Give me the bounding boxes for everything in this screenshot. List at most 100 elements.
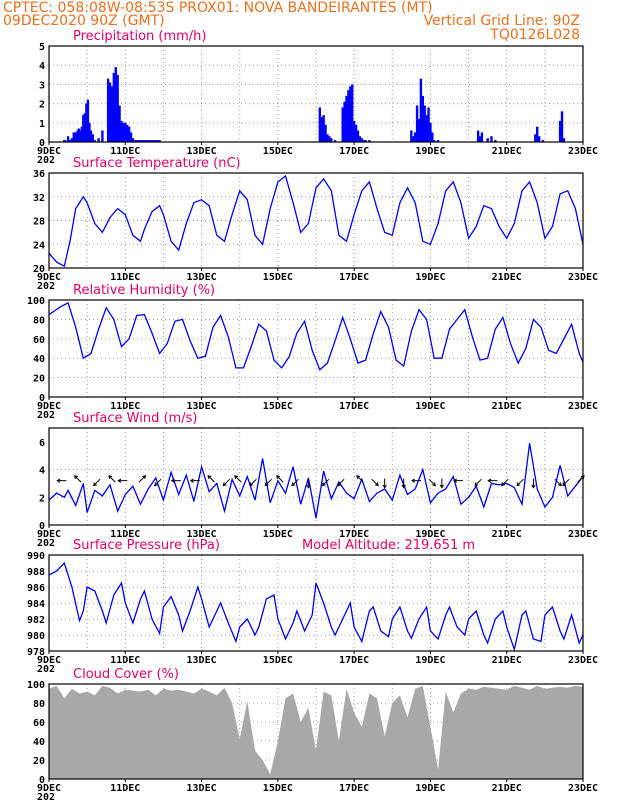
precip-bar (421, 95, 424, 142)
panel-rh: 0 20 40 60 80 100 9DEC 11DEC 13DEC 15DEC 17DEC 19DE… (27, 283, 598, 421)
wind-arrow (170, 478, 181, 483)
precip-bar (108, 82, 112, 142)
precip-bar (116, 74, 119, 142)
y-tick-label: 60 (33, 335, 45, 346)
precip-bar (122, 122, 125, 142)
y-tick-label: 5 (39, 42, 45, 53)
y-tick-label: 990 (27, 551, 45, 562)
panel-frame (48, 172, 584, 269)
x-tick-label: 21DEC (492, 272, 522, 283)
header-model-code: TQ0126L028 (489, 27, 580, 43)
precip-bar (324, 124, 327, 142)
x-tick-label: 15DEC (263, 783, 293, 794)
wind-arrow (337, 478, 345, 487)
precip-bar (480, 132, 484, 142)
wind-arrow-head (337, 482, 342, 487)
precip-bar (476, 130, 480, 142)
y-tick-label: 100 (27, 680, 45, 691)
x-tick-label: 11DEC (110, 272, 140, 283)
precip-bar (77, 128, 80, 142)
precip-bar (141, 140, 144, 142)
wind-arrow-head (411, 478, 416, 483)
y-tick-label: 28 (33, 217, 45, 228)
wind-arrow-head (207, 475, 212, 480)
panel-frame (48, 299, 584, 398)
wind-arrow-shaft (562, 478, 570, 486)
wind-arrow-shaft (291, 478, 299, 486)
x-tick-label: 9DEC (37, 272, 61, 283)
precip-bar (419, 78, 423, 142)
wind-arrow (452, 478, 464, 483)
x-tick-label: 19DEC (415, 783, 445, 794)
wind-arrow-shaft (428, 478, 436, 486)
precip-bar (486, 138, 489, 142)
y-tick-label: 0 (39, 393, 45, 404)
pres-line (48, 561, 584, 652)
wind-arrow (531, 478, 536, 489)
panel-precip: 0 1 2 3 4 5 9DEC 11DEC 13DEC 15DEC 17DEC 19DEC 21DEC… (37, 29, 598, 166)
wind-arrow-head (516, 482, 521, 487)
precip-bar (415, 105, 419, 142)
wind-arrow (428, 478, 436, 487)
precip-bar (91, 134, 95, 142)
precip-bar (433, 140, 436, 142)
precip-bar (354, 124, 358, 142)
precip-bar (135, 140, 138, 142)
precip-bar (146, 140, 150, 142)
temp-line (48, 174, 584, 268)
precip-bar (425, 115, 428, 142)
meteogram-panels: 0 1 2 3 4 5 9DEC 11DEC 13DEC 15DEC 17DEC 19DEC 21DEC… (27, 29, 598, 800)
y-tick-label: 1 (39, 119, 45, 130)
precip-bar (429, 122, 432, 142)
x-tick-label: 17DEC (339, 655, 369, 666)
x-year-label: 202 (37, 664, 55, 675)
precip-bar (158, 140, 161, 142)
precip-bar (358, 136, 362, 142)
y-tick-label: 24 (33, 240, 45, 251)
wind-arrow-shaft (207, 475, 215, 483)
wind-arrow-shaft (249, 478, 257, 486)
y-tick-label: 2 (39, 100, 45, 111)
cloud-cover-area (49, 685, 583, 779)
wind-arrow (56, 478, 67, 483)
wind-arrow-shaft (264, 478, 273, 486)
precip-bar (360, 138, 363, 142)
x-tick-label: 13DEC (187, 272, 217, 283)
precip-bar (156, 140, 159, 142)
x-year-label: 202 (37, 155, 55, 166)
x-year-label: 202 (37, 281, 55, 292)
precip-bar (143, 140, 146, 142)
wind-arrow (154, 478, 162, 487)
precip-bar (133, 140, 137, 142)
precip-bar (341, 107, 344, 142)
precip-bar (74, 132, 77, 142)
precip-bar (537, 136, 541, 142)
precip-bar (560, 111, 564, 142)
wind-arrow-head (234, 475, 239, 480)
x-tick-label: 15DEC (263, 146, 293, 157)
y-tick-label: 980 (27, 631, 45, 642)
precip-bar (68, 140, 72, 142)
precip-bar (127, 126, 131, 142)
x-tick-label: 23DEC (568, 655, 598, 666)
y-tick-label: 984 (27, 599, 45, 610)
wind-arrow (411, 478, 422, 483)
wind-arrow (222, 478, 231, 487)
precip-bar (413, 132, 417, 142)
wind-arrow-shaft (501, 478, 509, 486)
wind-arrow (234, 475, 242, 483)
precip-bar (114, 67, 117, 142)
x-tick-label: 13DEC (187, 783, 217, 794)
y-tick-label: 80 (33, 315, 45, 326)
precip-bar (534, 134, 537, 142)
wind-arrow-head (276, 475, 281, 480)
precip-bar (347, 90, 350, 142)
precip-bar (86, 99, 90, 142)
precip-bar (562, 138, 566, 142)
y-tick-label: 0 (39, 138, 45, 149)
x-tick-label: 21DEC (492, 146, 522, 157)
wind-arrow-head (73, 475, 78, 480)
wind-arrow-head (142, 475, 147, 480)
precip-bar (333, 140, 337, 142)
